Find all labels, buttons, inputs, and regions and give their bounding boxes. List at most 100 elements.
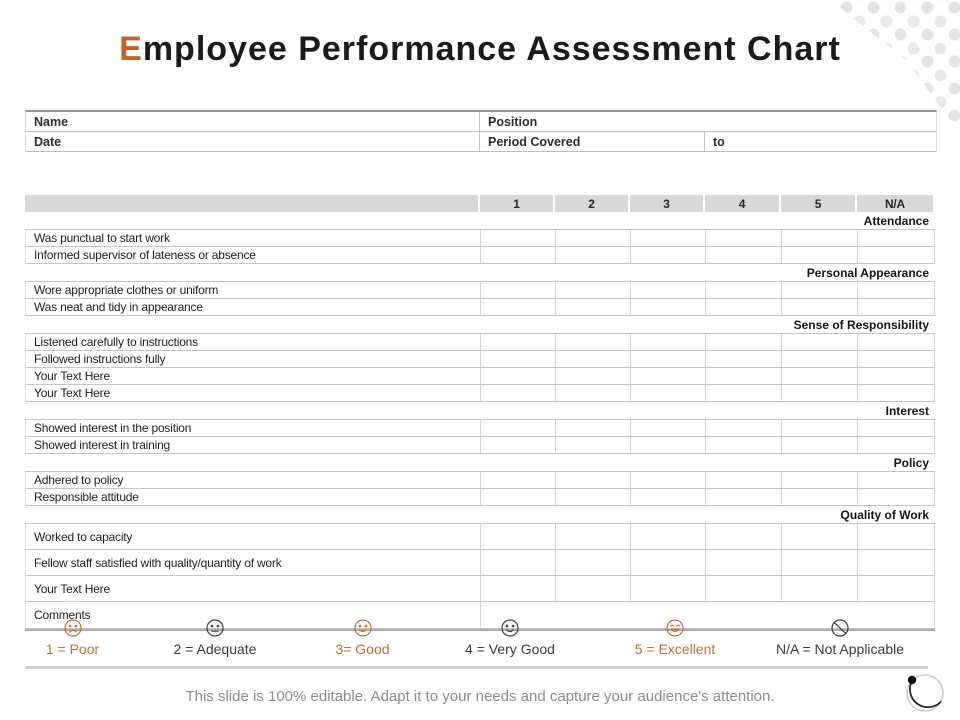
rating-cell [480,576,555,602]
rating-cell [781,282,857,299]
rating-cell [630,420,705,437]
legend-item-poor: 1 = Poor [25,618,120,657]
rating-cell [480,368,555,385]
rating-cell [857,420,935,437]
rating-cell [555,282,630,299]
period-covered-label: Period Covered [479,132,704,151]
rating-cell [781,550,857,576]
rating-cell [480,282,555,299]
rating-cell [480,420,555,437]
rating-header-cell: 1 [480,195,555,212]
rating-cell [705,299,781,316]
criteria-cell: Listened carefully to instructions [25,334,480,351]
rating-cell [555,385,630,402]
rating-cell [480,472,555,489]
rating-cell [555,550,630,576]
criteria-cell: Your Text Here [25,385,480,402]
rating-cell [857,437,935,454]
rating-cell [857,334,935,351]
info-row-1: Name Position [26,112,936,132]
rating-cell [705,282,781,299]
rating-cell [480,334,555,351]
rating-cell [630,524,705,550]
assessment-table: 1 2 3 4 5 N/A Attendance Was punctual to start … [25,195,935,631]
rating-cell [857,299,935,316]
legend-label: 3= Good [335,641,390,657]
rating-cell [857,472,935,489]
rating-cell [857,385,935,402]
criteria-cell: Wore appropriate clothes or uniform [25,282,480,299]
rating-cell [781,334,857,351]
neutral-face-icon [206,619,224,637]
section-header-row: Personal Appearance [25,264,935,282]
rating-cell [857,368,935,385]
position-label: Position [479,112,936,131]
rating-cell [480,524,555,550]
to-label: to [704,132,936,151]
rating-cell [781,472,857,489]
legend-label: N/A = Not Applicable [775,641,905,657]
section-header-row: Attendance [25,212,935,230]
rating-cell [781,385,857,402]
rating-header-cell: N/A [857,195,935,212]
rating-cell [781,351,857,368]
rating-cell [705,385,781,402]
rating-cell [555,247,630,264]
rating-header-cell: 3 [630,195,705,212]
rating-cell [705,576,781,602]
criteria-cell: Adhered to policy [25,472,480,489]
comments-entry-cell [480,602,935,629]
rating-cell [480,385,555,402]
rating-cell [857,489,935,506]
rating-cell [857,230,935,247]
rating-cell [857,351,935,368]
legend-label: 5 = Excellent [634,641,716,657]
rating-cell [630,247,705,264]
name-label: Name [34,114,69,129]
date-label: Date [34,134,62,149]
smile-face-icon [353,619,372,637]
criteria-cell: Followed instructions fully [25,351,480,368]
rating-cell [630,282,705,299]
rating-cell [480,489,555,506]
rating-cell [781,247,857,264]
rating-cell [630,385,705,402]
rating-cell [781,368,857,385]
info-row-2: Date Period Covered to [26,132,936,152]
rating-cell [705,472,781,489]
legend-item-very-good: 4 = Very Good [415,618,605,657]
section-header-row: Interest [25,402,935,420]
rating-cell [480,230,555,247]
rating-cell [630,334,705,351]
rating-cell [781,299,857,316]
legend-item-excellent: 5 = Excellent [605,618,745,657]
legend-label: 4 = Very Good [465,641,555,657]
smile-face-icon [501,619,519,637]
rating-cell [630,576,705,602]
comments-label-cell: Comments [25,602,480,629]
criteria-cell: Showed interest in training [25,437,480,454]
rating-cell [630,437,705,454]
rating-cell [555,230,630,247]
rating-cell [480,351,555,368]
page-title: Employee Performance Assessment Chart [0,30,960,69]
rating-cell [857,550,935,576]
rating-cell [630,230,705,247]
criteria-cell: Showed interest in the position [25,420,480,437]
legend-underline [25,666,928,669]
rating-cell [705,230,781,247]
legend-label: 2 = Adequate [173,641,257,657]
legend-label: 1 = Poor [45,641,100,657]
rating-cell [857,576,935,602]
rating-cell [705,334,781,351]
rating-cell [555,576,630,602]
rating-cell [555,368,630,385]
rating-cell [705,437,781,454]
rating-cell [630,351,705,368]
rating-header-cell: 2 [555,195,630,212]
legend-item-good: 3= Good [310,618,415,657]
rating-cell [555,420,630,437]
rating-cell [630,489,705,506]
rating-cell [630,550,705,576]
